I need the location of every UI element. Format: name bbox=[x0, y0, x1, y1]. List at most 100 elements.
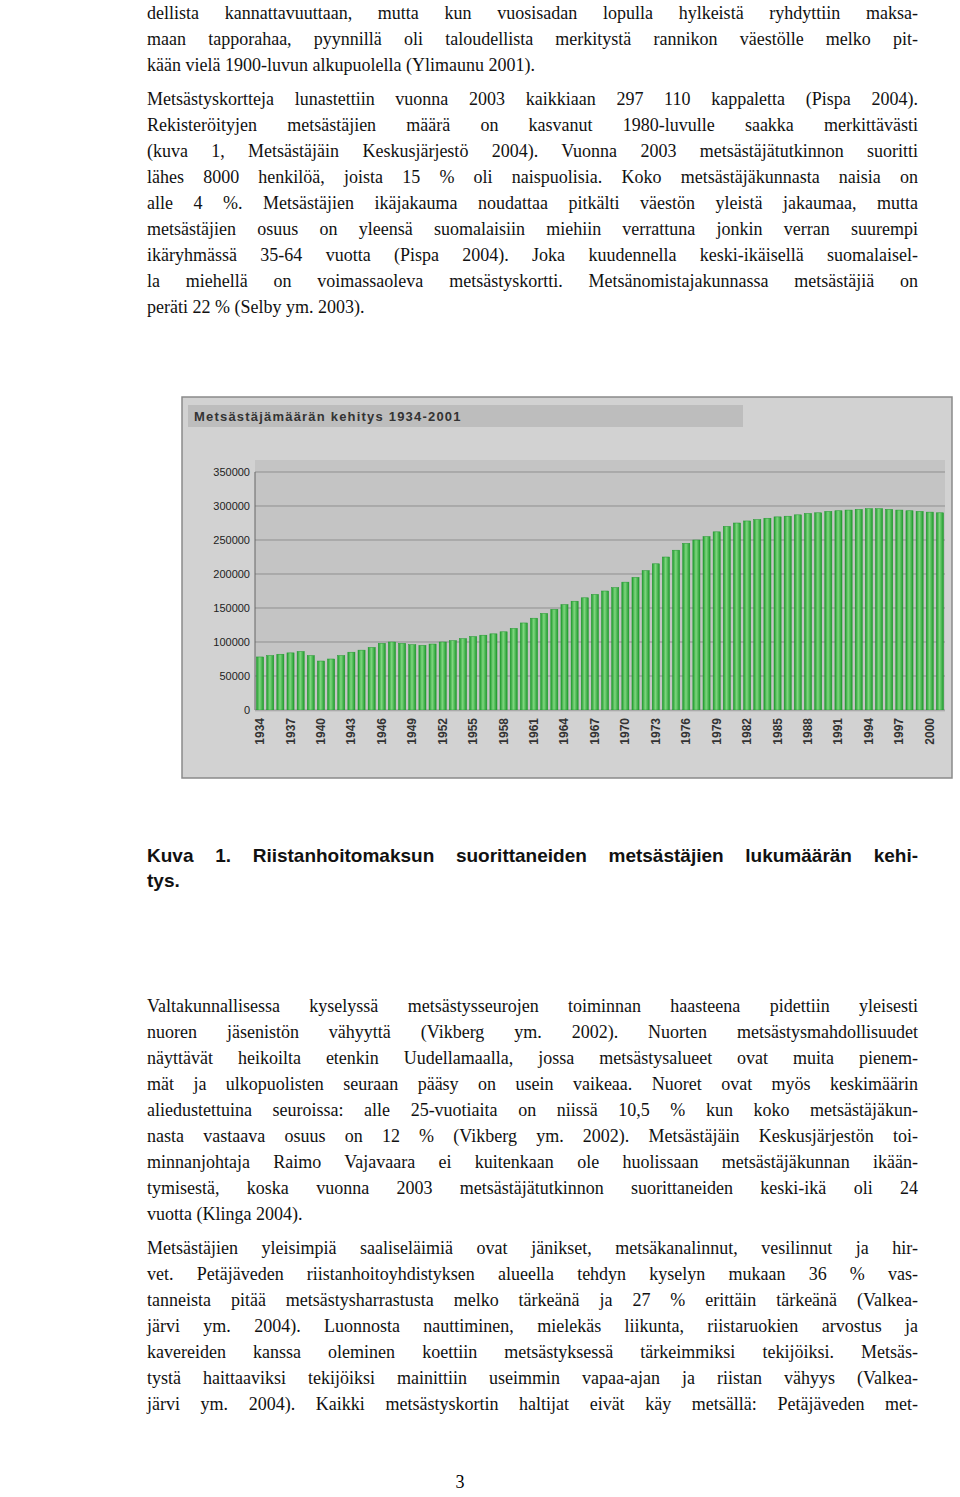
bar bbox=[713, 532, 720, 710]
bar bbox=[845, 510, 852, 710]
grid-line bbox=[255, 676, 945, 677]
bar bbox=[358, 650, 365, 710]
text-line: tymisestä, koska vuonna 2003 metsästäjät… bbox=[147, 1175, 918, 1201]
x-tick-label: 1994 bbox=[862, 718, 876, 745]
bar bbox=[622, 582, 629, 710]
text-line: aliedustettuina seuroissa: alle 25-vuoti… bbox=[147, 1097, 918, 1123]
chart-title: Metsästäjämäärän kehitys 1934-2001 bbox=[194, 409, 462, 424]
text-line: (kuva 1, Metsästäjäin Keskusjärjestö 200… bbox=[147, 138, 918, 164]
title-band bbox=[188, 405, 743, 427]
bar bbox=[642, 571, 649, 710]
x-tick-label: 1979 bbox=[710, 718, 724, 745]
text-line: lähes 8000 henkilöä, joista 15 % oli nai… bbox=[147, 164, 918, 190]
x-tick-label: 1940 bbox=[314, 718, 328, 745]
bar bbox=[510, 628, 517, 710]
bar bbox=[368, 647, 375, 710]
x-tick-label: 1991 bbox=[831, 718, 845, 745]
text-line: järvi ym. 2004). Luonnosta nauttiminen, … bbox=[147, 1313, 918, 1339]
paragraph: Metsästyskortteja lunastettiin vuonna 20… bbox=[147, 86, 918, 320]
y-tick-label: 150000 bbox=[213, 602, 250, 614]
bar bbox=[409, 645, 416, 710]
chart-frame bbox=[182, 397, 952, 778]
x-tick-label: 1982 bbox=[740, 718, 754, 745]
bar bbox=[307, 656, 314, 710]
y-tick-label: 100000 bbox=[213, 636, 250, 648]
page: { "paragraphs_top": [ {"lines": [ "delli… bbox=[0, 0, 960, 1497]
bar bbox=[683, 543, 690, 710]
text-line: kään vielä 1900-luvun alkupuolella (Ylim… bbox=[147, 52, 918, 78]
bar bbox=[287, 653, 294, 710]
bar bbox=[723, 526, 730, 710]
bar bbox=[662, 557, 669, 710]
bar bbox=[612, 588, 619, 710]
bars bbox=[257, 509, 944, 710]
grid-line bbox=[255, 540, 945, 541]
text-line: vet. Petäjäveden riistanhoitoyhdistyksen… bbox=[147, 1261, 918, 1287]
grid-line bbox=[255, 608, 945, 609]
x-tick-label: 1973 bbox=[649, 718, 663, 745]
bar bbox=[480, 635, 487, 710]
x-tick-label: 1997 bbox=[892, 718, 906, 745]
bar bbox=[936, 513, 943, 710]
bar bbox=[744, 521, 751, 710]
bar bbox=[602, 591, 609, 710]
bar bbox=[267, 656, 274, 710]
y-tick-label: 250000 bbox=[213, 534, 250, 546]
x-tick-label: 1937 bbox=[284, 718, 298, 745]
x-tick-label: 1964 bbox=[557, 718, 571, 745]
caption-line: tys. bbox=[147, 868, 918, 893]
x-tick-label: 1943 bbox=[344, 718, 358, 745]
text-line: kavereiden kanssa oleminen koettiin mets… bbox=[147, 1339, 918, 1365]
y-tick-label: 350000 bbox=[213, 466, 250, 478]
text-line: mät ja ulkopuolisten seuraan pääsy on us… bbox=[147, 1071, 918, 1097]
x-tick-label: 1970 bbox=[618, 718, 632, 745]
bar bbox=[490, 634, 497, 710]
text-line: la miehellä on voimassaoleva metsästysko… bbox=[147, 268, 918, 294]
bar bbox=[733, 523, 740, 710]
bar bbox=[459, 639, 466, 710]
text-line: ikäryhmässä 35-64 vuotta (Pispa 2004). J… bbox=[147, 242, 918, 268]
y-axis bbox=[255, 472, 256, 710]
x-tick-label: 1985 bbox=[771, 718, 785, 745]
bar bbox=[652, 564, 659, 710]
bar bbox=[815, 513, 822, 710]
bar bbox=[541, 613, 548, 710]
bar bbox=[906, 511, 913, 710]
x-tick-label: 1976 bbox=[679, 718, 693, 745]
bar bbox=[896, 510, 903, 710]
text-block: dellista kannattavuuttaan, mutta kun vuo… bbox=[147, 0, 918, 328]
text-line: minnanjohtaja Raimo Vajavaara ei kuitenk… bbox=[147, 1149, 918, 1175]
bar bbox=[551, 609, 558, 710]
bar bbox=[399, 643, 406, 710]
bar bbox=[317, 661, 324, 710]
text-line: järvi ym. 2004). Kaikki metsästyskortin … bbox=[147, 1391, 918, 1417]
text-line: Metsästäjien yleisimpiä saaliseläimiä ov… bbox=[147, 1235, 918, 1261]
y-tick-label: 0 bbox=[244, 704, 250, 716]
text-line: Metsästyskortteja lunastettiin vuonna 20… bbox=[147, 86, 918, 112]
bar bbox=[338, 656, 345, 710]
bar bbox=[419, 645, 426, 710]
grid-line bbox=[255, 506, 945, 507]
x-tick-label: 1961 bbox=[527, 718, 541, 745]
bar bbox=[825, 511, 832, 710]
bar bbox=[754, 520, 761, 710]
bar bbox=[875, 509, 882, 710]
bar bbox=[520, 623, 527, 710]
page-number: 3 bbox=[0, 1472, 920, 1493]
bar bbox=[673, 550, 680, 710]
paragraph: Valtakunnallisessa kyselyssä metsästysse… bbox=[147, 993, 918, 1227]
bar bbox=[328, 659, 335, 710]
grid-line bbox=[255, 710, 945, 711]
bar bbox=[439, 642, 446, 710]
text-line: Rekisteröityjen metsästäjien määrä on ka… bbox=[147, 112, 918, 138]
bar bbox=[764, 518, 771, 710]
x-tick-label: 2000 bbox=[923, 718, 937, 745]
text-line: tanneista pitää metsästysharrastusta mel… bbox=[147, 1287, 918, 1313]
text-block: Valtakunnallisessa kyselyssä metsästysse… bbox=[147, 993, 918, 1425]
y-tick-label: 300000 bbox=[213, 500, 250, 512]
paragraph: Metsästäjien yleisimpiä saaliseläimiä ov… bbox=[147, 1235, 918, 1417]
bar bbox=[378, 643, 385, 710]
text-line: metsästäjien osuus on yleensä suomalaisi… bbox=[147, 216, 918, 242]
bar bbox=[530, 618, 537, 710]
bar bbox=[429, 644, 436, 710]
